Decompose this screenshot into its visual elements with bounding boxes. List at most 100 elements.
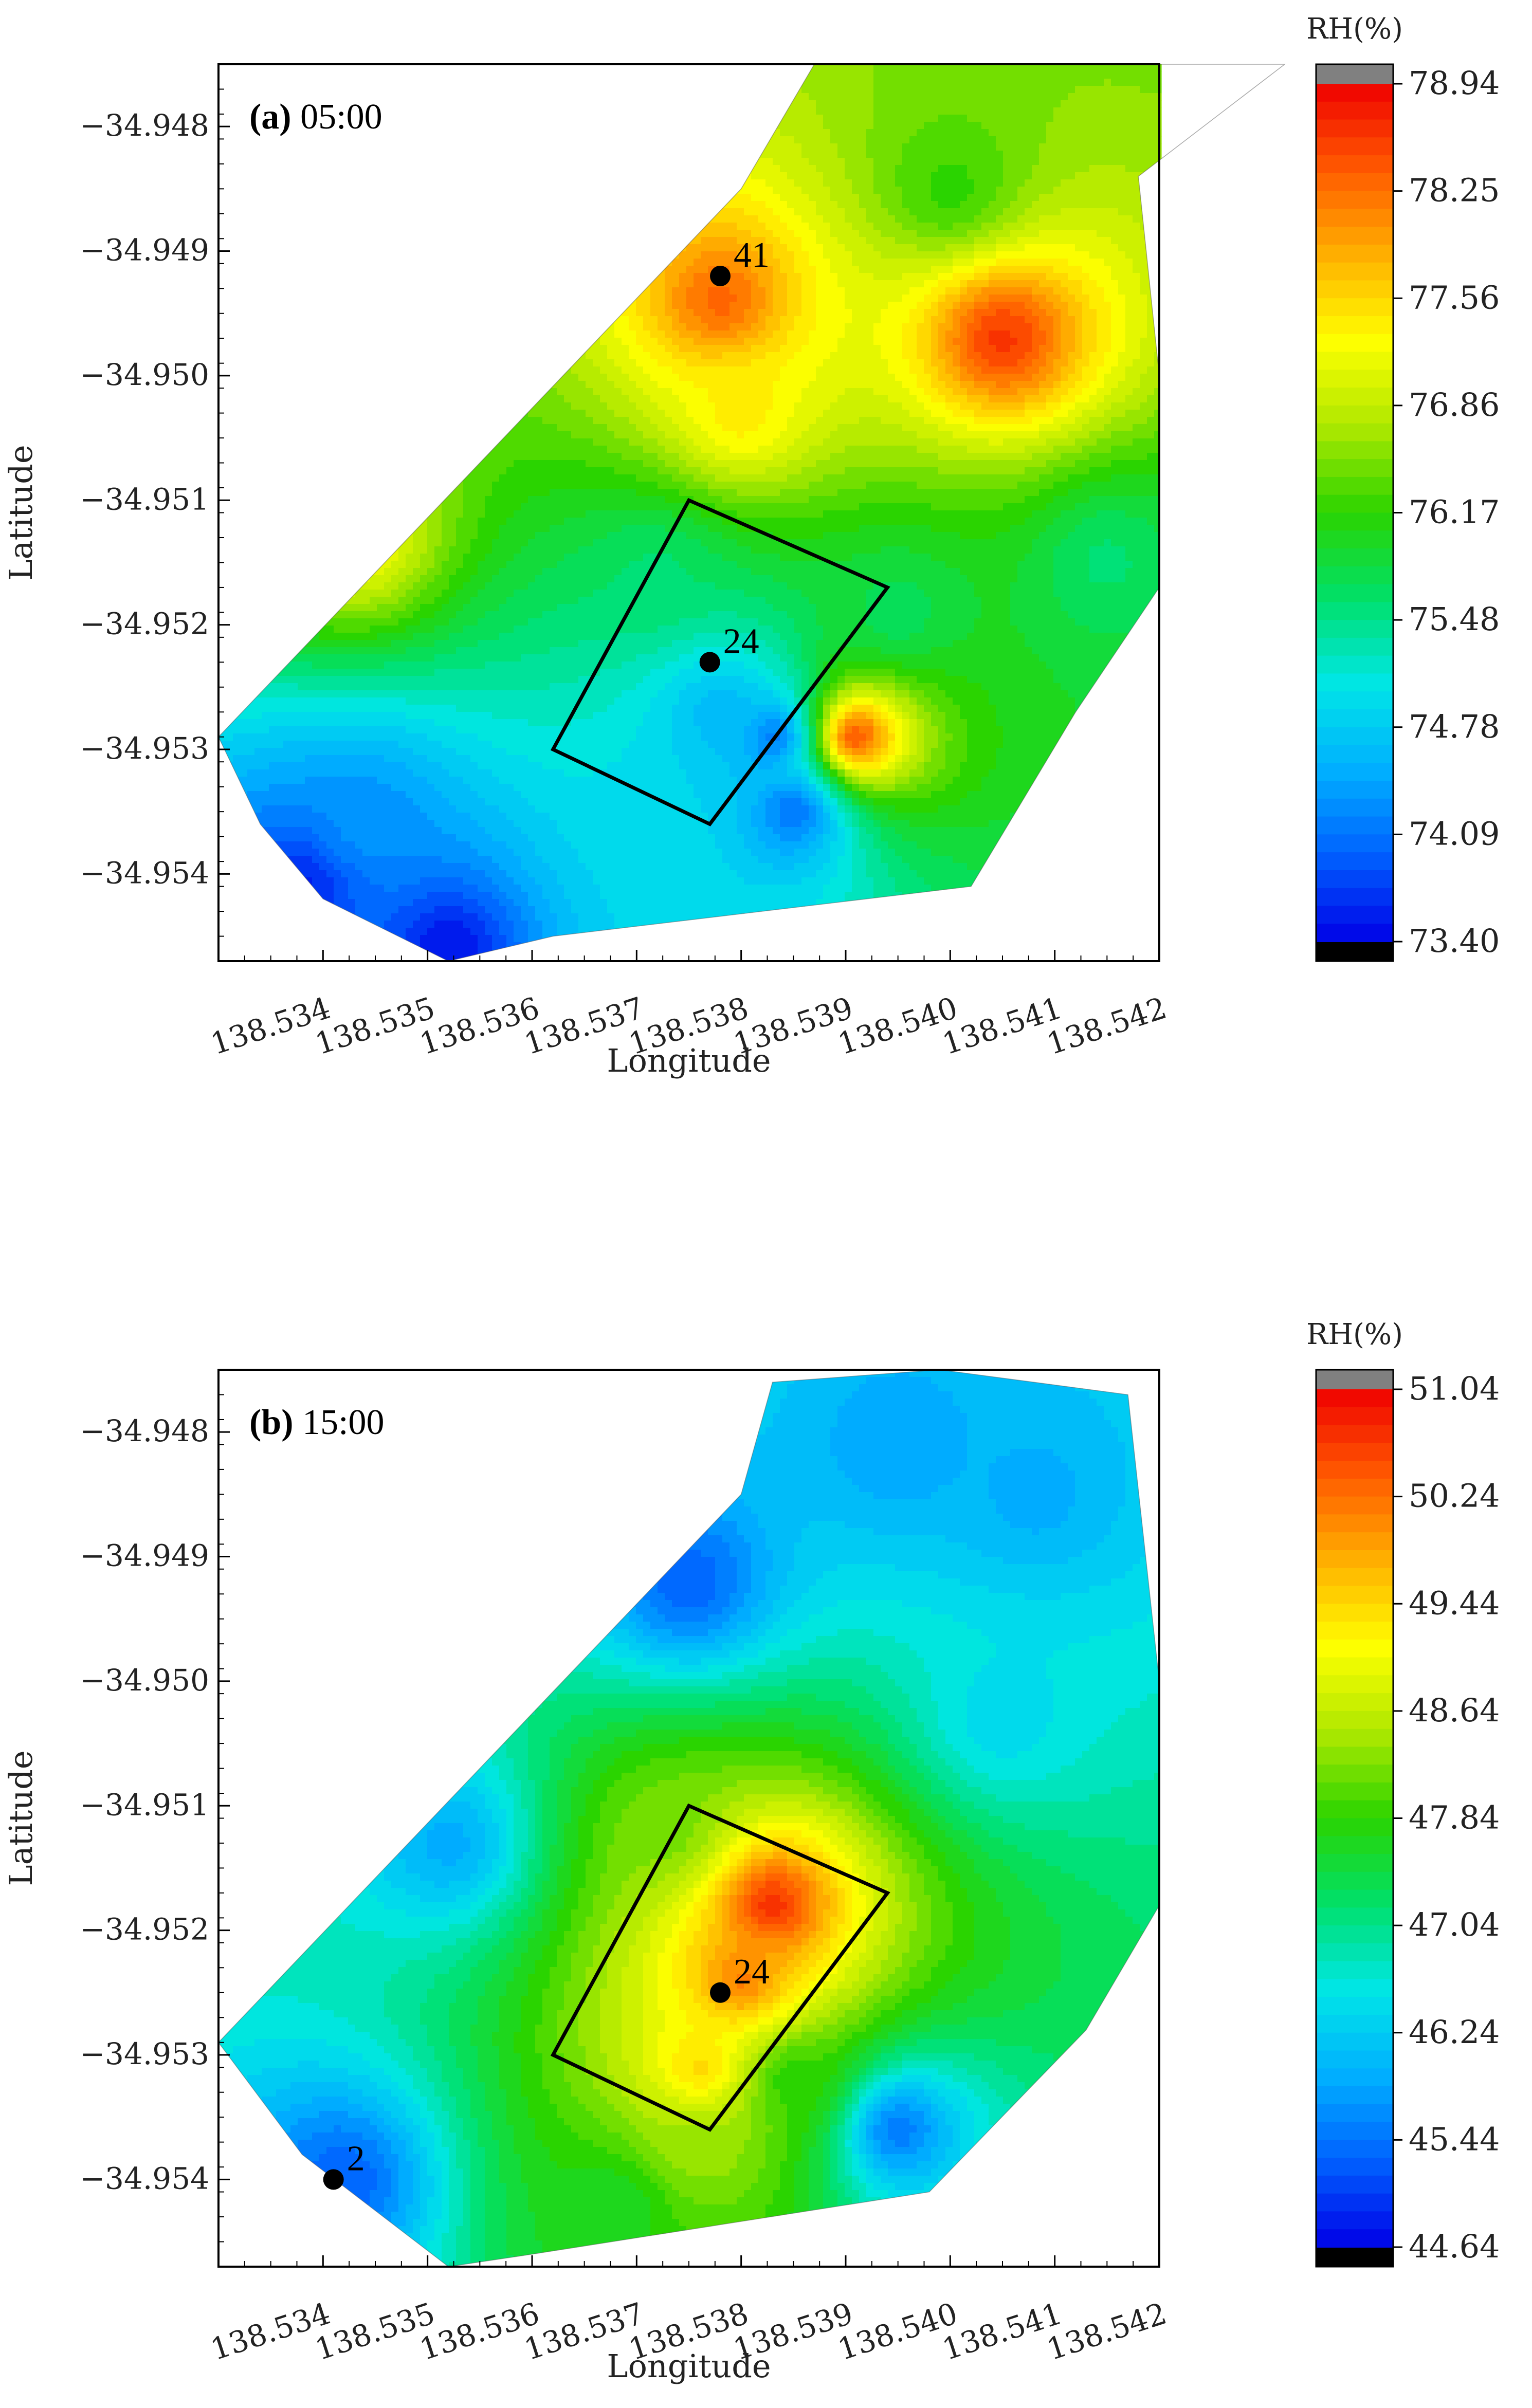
colorbar-step <box>1316 1622 1393 1640</box>
colorbar-step <box>1316 709 1393 728</box>
colorbar-step <box>1316 566 1393 585</box>
colorbar-step <box>1316 1461 1393 1479</box>
colorbar-step <box>1316 1532 1393 1551</box>
y-axis-title: Latitude <box>2 445 40 580</box>
colorbar-step <box>1316 352 1393 371</box>
colorbar-step <box>1316 1907 1393 1926</box>
colorbar-over-cap <box>1316 1370 1393 1389</box>
x-tick-label: 138.540 <box>834 990 962 1062</box>
colorbar-step <box>1316 1568 1393 1587</box>
x-tick-label: 138.534 <box>207 990 335 1062</box>
colorbar-step <box>1316 2193 1393 2212</box>
colorbar-step <box>1316 1836 1393 1855</box>
colorbar-tick-label: 44.64 <box>1409 2228 1500 2265</box>
y-tick-label: −34.950 <box>80 357 209 392</box>
colorbar-tick-label: 47.04 <box>1409 1906 1500 1943</box>
station-label: 24 <box>734 1952 770 1992</box>
colorbar-step <box>1316 1693 1393 1712</box>
rh-contour-field <box>218 1370 1159 2267</box>
colorbar-tick-label: 51.04 <box>1409 1370 1500 1407</box>
colorbar-step <box>1316 1800 1393 1819</box>
colorbar-step <box>1316 602 1393 621</box>
y-tick-label: −34.954 <box>80 855 209 890</box>
x-tick-label: 138.541 <box>938 990 1066 1062</box>
colorbar-step <box>1316 1764 1393 1783</box>
y-tick-label: −34.948 <box>80 108 209 143</box>
colorbar-step <box>1316 781 1393 799</box>
colorbar-step <box>1316 370 1393 389</box>
colorbar-step <box>1316 691 1393 710</box>
colorbar-step <box>1316 494 1393 513</box>
study-area-box <box>550 498 890 826</box>
y-tick-label: −34.952 <box>80 1912 209 1947</box>
y-tick-label: −34.952 <box>80 606 209 641</box>
station-label: 24 <box>723 621 759 661</box>
colorbar-step <box>1316 2229 1393 2248</box>
colorbar-step <box>1316 888 1393 907</box>
colorbar-step <box>1316 1961 1393 1980</box>
colorbar-step <box>1316 548 1393 567</box>
colorbar-tick-label: 46.24 <box>1409 2013 1500 2051</box>
colorbar-step <box>1316 227 1393 245</box>
colorbar-step <box>1316 423 1393 442</box>
colorbar-under-cap <box>1316 2247 1393 2267</box>
colorbar-step <box>1316 2014 1393 2033</box>
colorbar-step <box>1316 763 1393 782</box>
colorbar-step <box>1316 906 1393 925</box>
colorbar-tick-label: 75.48 <box>1409 600 1500 638</box>
colorbar-step <box>1316 834 1393 853</box>
colorbar-tick-label: 74.78 <box>1409 708 1500 745</box>
colorbar-step <box>1316 280 1393 299</box>
station-marker <box>710 1982 731 2003</box>
colorbar-step <box>1316 1854 1393 1872</box>
colorbar-step <box>1316 1550 1393 1569</box>
x-tick-label: 138.534 <box>207 2296 335 2367</box>
y-tick-label: −34.948 <box>80 1413 209 1448</box>
colorbar-step <box>1316 209 1393 228</box>
x-axis-title: Longitude <box>607 2347 771 2385</box>
panel-label: (a) 05:00 <box>249 97 382 137</box>
colorbar-under-cap <box>1316 942 1393 961</box>
colorbar-step <box>1316 584 1393 603</box>
colorbar-tick-label: 78.94 <box>1409 64 1500 102</box>
colorbar-tick-label: 77.56 <box>1409 279 1500 316</box>
colorbar-step <box>1316 1979 1393 1998</box>
colorbar-step <box>1316 101 1393 120</box>
station-marker <box>699 652 720 673</box>
y-tick-label: −34.949 <box>80 1538 209 1573</box>
colorbar-step <box>1316 2068 1393 2087</box>
station-label: 2 <box>347 2139 365 2178</box>
colorbar-tick-label: 45.44 <box>1409 2120 1500 2158</box>
colorbar-step <box>1316 1586 1393 1605</box>
colorbar-step <box>1316 2158 1393 2176</box>
colorbar-step <box>1316 655 1393 674</box>
colorbar-step <box>1316 620 1393 638</box>
colorbar-step <box>1316 2086 1393 2105</box>
x-tick-label: 138.542 <box>1043 990 1171 1062</box>
colorbar-step <box>1316 512 1393 531</box>
colorbar-step <box>1316 2104 1393 2123</box>
y-tick-label: −34.951 <box>80 1787 209 1822</box>
colorbar-step <box>1316 2122 1393 2141</box>
colorbar-step <box>1316 2211 1393 2230</box>
colorbar-step <box>1316 870 1393 889</box>
colorbar-step <box>1316 2175 1393 2194</box>
colorbar-step <box>1316 1889 1393 1908</box>
colorbar-step <box>1316 2032 1393 2051</box>
colorbar-step <box>1316 84 1393 102</box>
colorbar-step <box>1316 1443 1393 1462</box>
colorbar-step <box>1316 1496 1393 1515</box>
colorbar-step <box>1316 816 1393 835</box>
colorbar-title: RH(%) <box>1306 1318 1403 1351</box>
colorbar-step <box>1316 405 1393 424</box>
colorbar-tick-label: 76.17 <box>1409 493 1500 531</box>
y-tick-label: −34.951 <box>80 482 209 517</box>
colorbar-step <box>1316 1818 1393 1837</box>
station-marker <box>323 2169 344 2190</box>
colorbar-step <box>1316 1943 1393 1962</box>
colorbar-tick-label: 47.84 <box>1409 1799 1500 1836</box>
colorbar-step <box>1316 119 1393 138</box>
panel-label: (b) 15:00 <box>249 1403 385 1442</box>
colorbar-over-cap <box>1316 64 1393 84</box>
x-tick-label: 138.542 <box>1043 2296 1171 2367</box>
